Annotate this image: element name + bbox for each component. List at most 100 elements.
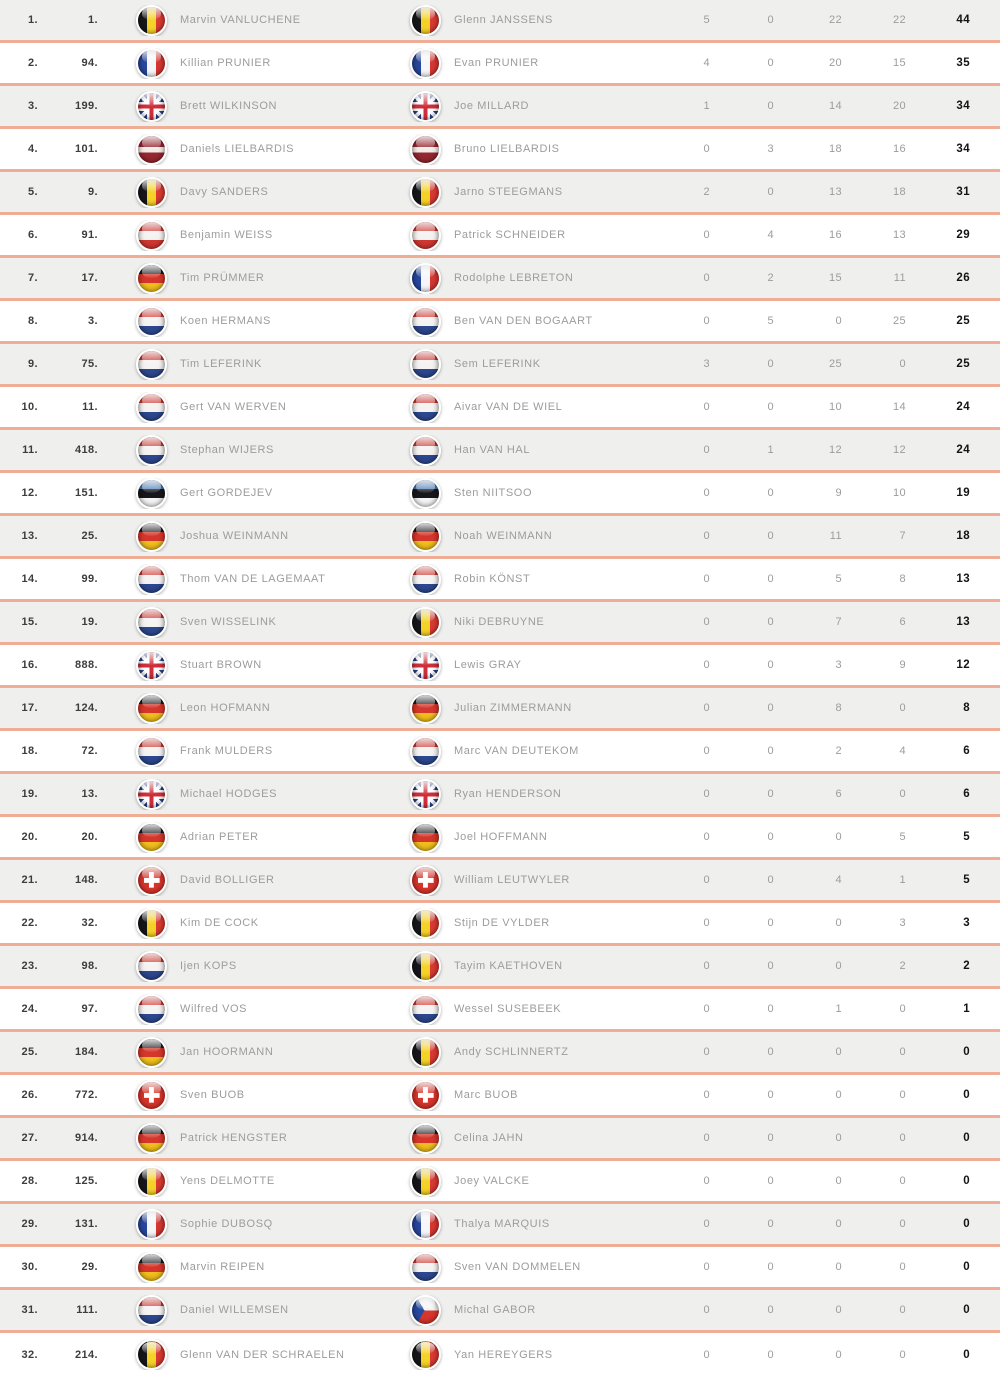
score-cell-1: 0 (703, 1003, 710, 1015)
total-points-cell: 44 (956, 14, 970, 26)
score-cell-2: 0 (767, 917, 774, 929)
passenger-cell: Stijn DE VYLDER (406, 907, 652, 939)
score-cell-3: 0 (835, 315, 842, 327)
driver-flag-icon (136, 1122, 167, 1154)
passenger-flag-icon (410, 907, 441, 939)
driver-cell: Ijen KOPS (106, 950, 406, 982)
passenger-name: Joel HOFFMANN (454, 831, 548, 843)
driver-name: Davy SANDERS (180, 186, 269, 198)
score-cell-3: 18 (828, 143, 842, 155)
score-cell-3: 5 (835, 573, 842, 585)
driver-flag-icon (136, 563, 167, 595)
driver-name: Benjamin WEISS (180, 229, 273, 241)
passenger-flag-icon (410, 606, 441, 638)
driver-name: Tim LEFERINK (180, 358, 262, 370)
score-cell-3: 9 (835, 487, 842, 499)
passenger-flag-icon (410, 1036, 441, 1068)
passenger-flag-icon (410, 993, 441, 1025)
score-cell-2: 0 (767, 1046, 774, 1058)
total-points-cell: 13 (956, 616, 970, 628)
race-number-cell: 111. (76, 1304, 98, 1316)
passenger-cell: Ben VAN DEN BOGAART (406, 305, 652, 337)
passenger-name: Marc BUOB (454, 1089, 519, 1101)
driver-cell: Marvin VANLUCHENE (106, 4, 406, 36)
driver-name: Stephan WIJERS (180, 444, 274, 456)
driver-cell: Sven BUOB (106, 1079, 406, 1111)
passenger-name: Andy SCHLINNERTZ (454, 1046, 569, 1058)
total-points-cell: 19 (956, 487, 970, 499)
race-number-cell: 199. (74, 100, 98, 112)
score-cell-1: 0 (703, 1046, 710, 1058)
passenger-name: Glenn JANSSENS (454, 14, 553, 26)
driver-flag-icon (136, 391, 167, 423)
passenger-cell: Andy SCHLINNERTZ (406, 1036, 652, 1068)
score-cell-4: 0 (899, 1132, 906, 1144)
score-cell-2: 0 (767, 358, 774, 370)
score-cell-3: 0 (835, 1304, 842, 1316)
race-number-cell: 772. (74, 1089, 98, 1101)
total-points-cell: 35 (956, 57, 970, 69)
race-number-cell: 19. (81, 616, 98, 628)
driver-cell: Koen HERMANS (106, 305, 406, 337)
score-cell-2: 0 (767, 186, 774, 198)
total-points-cell: 18 (956, 530, 970, 542)
passenger-flag-icon (410, 950, 441, 982)
driver-name: Sophie DUBOSQ (180, 1218, 273, 1230)
position-cell: 26. (21, 1089, 38, 1101)
score-cell-1: 0 (703, 1218, 710, 1230)
table-row: 20. 20. Adrian PETER Joel HOFFMANN 0 0 0… (0, 817, 1000, 860)
total-points-cell: 0 (963, 1132, 970, 1144)
table-row: 22. 32. Kim DE COCK Stijn DE VYLDER 0 0 … (0, 903, 1000, 946)
passenger-flag-icon (410, 434, 441, 466)
position-cell: 12. (21, 487, 38, 499)
score-cell-1: 0 (703, 616, 710, 628)
passenger-name: Marc VAN DEUTEKOM (454, 745, 579, 757)
driver-cell: Yens DELMOTTE (106, 1165, 406, 1197)
position-cell: 10. (21, 401, 38, 413)
passenger-cell: Bruno LIELBARDIS (406, 133, 652, 165)
score-cell-1: 0 (703, 702, 710, 714)
driver-name: Koen HERMANS (180, 315, 271, 327)
score-cell-1: 0 (703, 745, 710, 757)
passenger-flag-icon (410, 1208, 441, 1240)
driver-name: Killian PRUNIER (180, 57, 271, 69)
table-row: 4. 101. Daniels LIELBARDIS Bruno LIELBAR… (0, 129, 1000, 172)
driver-cell: Gert VAN WERVEN (106, 391, 406, 423)
passenger-flag-icon (410, 305, 441, 337)
position-cell: 27. (21, 1132, 38, 1144)
passenger-name: Aivar VAN DE WIEL (454, 401, 563, 413)
race-number-cell: 3. (88, 315, 98, 327)
total-points-cell: 34 (956, 100, 970, 112)
passenger-flag-icon (410, 1079, 441, 1111)
driver-name: Michael HODGES (180, 788, 278, 800)
table-row: 29. 131. Sophie DUBOSQ Thalya MARQUIS 0 … (0, 1204, 1000, 1247)
driver-name: Gert GORDEJEV (180, 487, 273, 499)
score-cell-4: 0 (899, 1046, 906, 1058)
score-cell-4: 0 (899, 1089, 906, 1101)
position-cell: 9. (28, 358, 38, 370)
driver-cell: Davy SANDERS (106, 176, 406, 208)
total-points-cell: 5 (963, 874, 970, 886)
passenger-flag-icon (410, 649, 441, 681)
score-cell-3: 12 (828, 444, 842, 456)
score-cell-1: 0 (703, 917, 710, 929)
passenger-flag-icon (410, 391, 441, 423)
score-cell-4: 0 (899, 1175, 906, 1187)
driver-name: Jan HOORMANN (180, 1046, 274, 1058)
score-cell-3: 10 (828, 401, 842, 413)
driver-cell: Jan HOORMANN (106, 1036, 406, 1068)
total-points-cell: 6 (963, 745, 970, 757)
score-cell-4: 6 (899, 616, 906, 628)
passenger-name: Wessel SUSEBEEK (454, 1003, 562, 1015)
driver-name: Gert VAN WERVEN (180, 401, 287, 413)
position-cell: 13. (21, 530, 38, 542)
score-cell-4: 13 (892, 229, 906, 241)
score-cell-4: 8 (899, 573, 906, 585)
passenger-cell: Sten NIITSOO (406, 477, 652, 509)
passenger-cell: Thalya MARQUIS (406, 1208, 652, 1240)
score-cell-3: 22 (828, 14, 842, 26)
passenger-flag-icon (410, 133, 441, 165)
table-row: 25. 184. Jan HOORMANN Andy SCHLINNERTZ 0… (0, 1032, 1000, 1075)
score-cell-2: 0 (767, 1304, 774, 1316)
score-cell-1: 0 (703, 1304, 710, 1316)
